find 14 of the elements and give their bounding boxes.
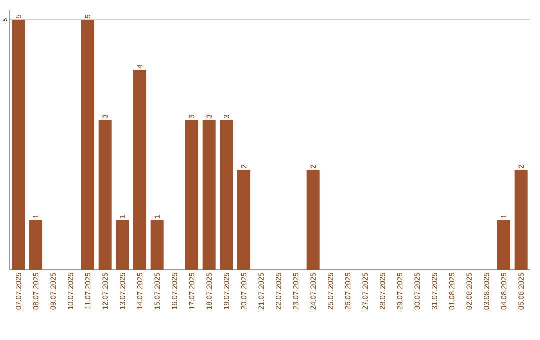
bar (498, 220, 511, 270)
bar (202, 120, 216, 270)
bar (238, 170, 250, 270)
bar (514, 170, 528, 270)
bar (306, 170, 320, 270)
bar (116, 220, 130, 270)
bar (150, 220, 164, 270)
bar (30, 220, 42, 270)
bar (12, 20, 26, 270)
bar (98, 120, 112, 270)
bar (134, 70, 146, 270)
bar (220, 120, 234, 270)
bar (82, 20, 94, 270)
bar (186, 120, 198, 270)
